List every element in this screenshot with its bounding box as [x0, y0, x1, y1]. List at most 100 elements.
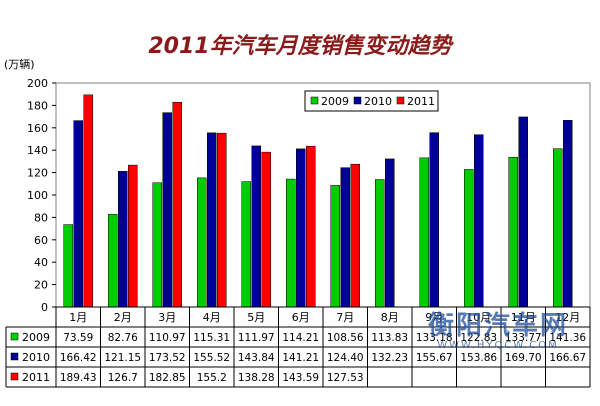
table-legend-swatch-2011 — [10, 372, 19, 381]
y-tick-label: 20 — [34, 279, 48, 292]
data-label-2011-5月: 138.28 — [238, 372, 275, 384]
x-tick-label: 12月 — [555, 311, 580, 324]
legend-label-2010: 2010 — [364, 95, 392, 108]
data-label-2009-11月: 133.77 — [505, 332, 542, 344]
x-tick-label: 2月 — [114, 311, 132, 324]
bar-2009-3月 — [152, 182, 162, 308]
data-label-2010-7月: 124.40 — [327, 352, 364, 364]
bar-2011-4月 — [217, 132, 227, 308]
data-label-2010-2月: 121.15 — [104, 352, 141, 364]
table-series-label-2011: 2011 — [22, 371, 50, 384]
bar-2010-6月 — [296, 148, 306, 308]
chart-title: 2011年汽车月度销售变动趋势 — [148, 34, 452, 59]
bar-2009-8月 — [375, 179, 385, 308]
legend-swatch-2010 — [353, 96, 362, 105]
y-tick-label: 140 — [27, 144, 48, 157]
data-label-2009-9月: 133.18 — [416, 332, 453, 344]
data-label-2011-6月: 143.59 — [282, 372, 319, 384]
bar-2009-6月 — [286, 178, 296, 308]
bar-2009-9月 — [419, 157, 429, 308]
legend-label-2011: 2011 — [407, 95, 435, 108]
y-tick-label: 180 — [27, 99, 48, 112]
bar-2010-9月 — [429, 132, 439, 308]
data-label-2009-12月: 141.36 — [549, 332, 586, 344]
bar-2010-11月 — [518, 116, 528, 308]
data-label-2009-8月: 113.83 — [371, 332, 408, 344]
bar-2010-4月 — [207, 132, 217, 308]
bar-2009-12月 — [553, 148, 563, 308]
bar-2010-12月 — [563, 120, 573, 308]
table-series-label-2009: 2009 — [22, 331, 50, 344]
bar-2010-1月 — [73, 120, 83, 308]
data-label-2010-5月: 143.84 — [238, 352, 275, 364]
data-label-2010-10月: 153.86 — [460, 352, 497, 364]
y-tick-label: 80 — [34, 211, 48, 224]
x-tick-label: 9月 — [425, 311, 443, 324]
data-label-2009-3月: 110.97 — [149, 332, 186, 344]
y-tick-label: 160 — [27, 122, 48, 135]
bar-2009-7月 — [330, 185, 340, 308]
bar-2009-1月 — [63, 224, 73, 308]
data-label-2009-6月: 114.21 — [282, 332, 319, 344]
x-tick-label: 6月 — [292, 311, 310, 324]
y-tick-label: 0 — [41, 301, 48, 314]
bar-2010-7月 — [340, 167, 350, 308]
x-tick-label: 5月 — [247, 311, 265, 324]
data-label-2009-1月: 73.59 — [63, 332, 93, 344]
bar-2010-3月 — [162, 112, 172, 308]
bar-2009-10月 — [464, 169, 474, 308]
y-tick-label: 60 — [34, 234, 48, 247]
y-tick-label: 40 — [34, 256, 48, 269]
bar-2010-8月 — [385, 158, 395, 308]
bar-2010-10月 — [474, 134, 484, 308]
bar-2011-1月 — [83, 94, 93, 308]
legend-swatch-2011 — [396, 96, 405, 105]
bar-2009-11月 — [508, 156, 518, 308]
data-label-2010-3月: 173.52 — [149, 352, 186, 364]
x-tick-label: 1月 — [69, 311, 87, 324]
data-label-2011-7月: 127.53 — [327, 372, 364, 384]
data-label-2009-4月: 115.31 — [193, 332, 230, 344]
bar-2011-3月 — [172, 101, 182, 308]
data-label-2009-2月: 82.76 — [108, 332, 138, 344]
legend-label-2009: 2009 — [321, 95, 349, 108]
bar-2010-2月 — [118, 171, 128, 308]
x-tick-label: 10月 — [466, 311, 491, 324]
data-label-2010-1月: 166.42 — [60, 352, 97, 364]
table-legend-swatch-2009 — [10, 332, 19, 341]
y-tick-label: 200 — [27, 77, 48, 90]
data-label-2011-1月: 189.43 — [60, 372, 97, 384]
legend-box — [304, 90, 439, 112]
table-series-label-2010: 2010 — [22, 351, 50, 364]
table-legend-swatch-2010 — [10, 352, 19, 361]
bar-2009-2月 — [108, 214, 118, 308]
x-tick-label: 11月 — [511, 311, 536, 324]
data-label-2010-6月: 141.21 — [282, 352, 319, 364]
data-label-2009-5月: 111.97 — [238, 332, 275, 344]
bar-2011-2月 — [128, 164, 138, 308]
data-label-2009-10月: 122.83 — [460, 332, 497, 344]
y-axis-unit: (万辆) — [4, 58, 35, 71]
data-label-2011-2月: 126.7 — [108, 372, 138, 384]
bar-2011-5月 — [261, 151, 271, 308]
watermark-text: 衡阳汽车网 — [427, 311, 568, 341]
data-label-2009-7月: 108.56 — [327, 332, 364, 344]
x-tick-label: 4月 — [203, 311, 221, 324]
data-label-2010-12月: 166.67 — [549, 352, 586, 364]
bar-2011-6月 — [306, 145, 316, 308]
x-tick-label: 7月 — [336, 311, 354, 324]
y-tick-label: 120 — [27, 167, 48, 180]
bar-2010-5月 — [251, 145, 261, 308]
bar-2009-4月 — [197, 177, 207, 308]
bar-2011-7月 — [350, 163, 360, 308]
data-label-2010-11月: 169.70 — [505, 352, 542, 364]
watermark-url: WWW.HYQCW.COM — [437, 340, 559, 351]
data-label-2010-4月: 155.52 — [193, 352, 230, 364]
x-tick-label: 3月 — [158, 311, 176, 324]
bar-2009-5月 — [241, 181, 251, 308]
data-label-2011-4月: 155.2 — [197, 372, 227, 384]
legend-swatch-2009 — [310, 96, 319, 105]
x-tick-label: 8月 — [381, 311, 399, 324]
